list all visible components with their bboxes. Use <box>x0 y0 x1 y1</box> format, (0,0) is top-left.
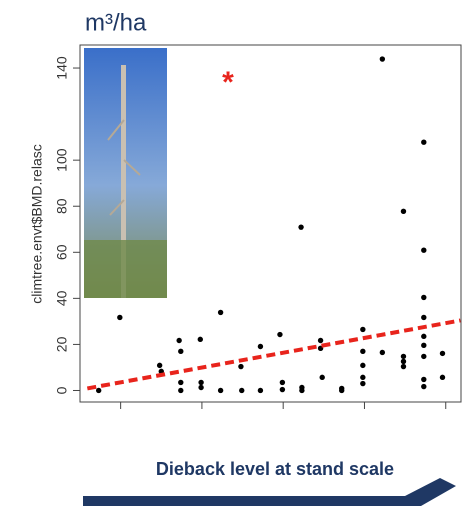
point <box>421 376 427 383</box>
point <box>319 374 325 381</box>
point <box>198 384 204 391</box>
point <box>117 314 123 321</box>
point <box>279 379 286 386</box>
point <box>379 349 386 356</box>
chart-title: m³/ha <box>85 9 147 36</box>
point <box>217 309 224 316</box>
point <box>421 342 427 349</box>
point <box>360 380 366 387</box>
point <box>257 387 264 394</box>
point <box>400 358 407 365</box>
point <box>277 331 283 338</box>
arrow <box>83 478 456 506</box>
point <box>439 350 446 357</box>
point <box>95 387 102 394</box>
point <box>421 294 427 301</box>
plot-frame <box>79 44 462 403</box>
y-tick-label: 40 <box>54 290 70 306</box>
point <box>400 363 407 370</box>
point <box>339 387 345 394</box>
point <box>238 363 244 370</box>
y-tick-label: 100 <box>54 148 70 172</box>
point <box>198 379 204 386</box>
point <box>421 247 427 253</box>
y-axis-label: climtree.envt$BMD.relasc <box>29 144 45 304</box>
point <box>421 383 427 390</box>
point <box>421 353 427 360</box>
point <box>257 343 264 350</box>
point <box>360 374 366 381</box>
point <box>400 208 407 214</box>
point <box>360 348 366 355</box>
point <box>176 337 182 344</box>
point <box>239 387 245 394</box>
point <box>421 139 427 145</box>
point <box>299 387 305 394</box>
y-tick-label: 60 <box>54 244 70 260</box>
point <box>178 348 184 355</box>
point <box>298 224 304 230</box>
point <box>379 56 386 62</box>
y-tick-label: 0 <box>54 386 70 394</box>
y-tick-label: 140 <box>54 56 70 80</box>
point <box>178 379 184 386</box>
photo <box>84 48 167 298</box>
point <box>156 362 163 369</box>
x-axis-label: Dieback level at stand scale <box>156 459 394 479</box>
point <box>217 387 224 394</box>
point <box>360 326 366 333</box>
point <box>317 337 324 344</box>
point <box>197 336 203 343</box>
point <box>360 362 366 369</box>
point <box>400 353 407 360</box>
y-tick-label: 80 <box>54 198 70 214</box>
y-tick-label: 20 <box>54 336 70 352</box>
annotation: * <box>222 66 234 99</box>
point <box>421 333 427 340</box>
point <box>178 387 184 394</box>
point <box>421 314 427 321</box>
trend-line <box>86 318 461 391</box>
point <box>439 374 446 381</box>
point <box>279 386 286 393</box>
